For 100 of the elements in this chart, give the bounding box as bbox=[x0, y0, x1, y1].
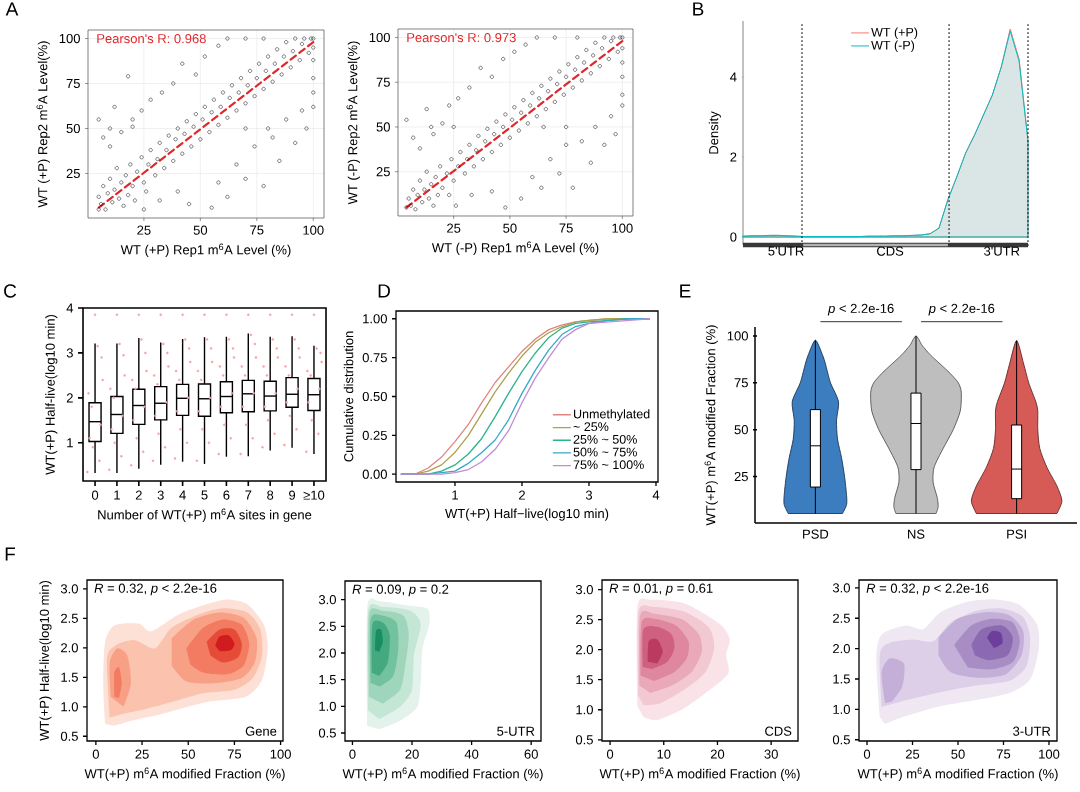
x-axis-title: WT(+P) m$^{6}$A modified Fraction (%) bbox=[599, 767, 800, 781]
y-tick-label: 3.0 bbox=[832, 583, 850, 593]
y-tick-label: 50 bbox=[734, 425, 748, 435]
text: CDS bbox=[877, 246, 904, 256]
x-tick-label: 10 bbox=[657, 749, 671, 759]
annotation: 5-UTR bbox=[497, 726, 535, 736]
annotation: Pearson's R: 0.968 bbox=[97, 34, 206, 44]
x-tick-label: 2 bbox=[519, 490, 525, 500]
y-tick-label: 0.75 bbox=[362, 353, 387, 363]
annotation: R = 0.09, p = 0.2 bbox=[352, 584, 449, 597]
y-tick-label: 2.5 bbox=[833, 613, 850, 623]
y-tick-label: 25 bbox=[734, 471, 748, 482]
y-tick-label: 100 bbox=[369, 32, 390, 43]
y-tick-label: 0.5 bbox=[832, 735, 850, 745]
x-tick-label: 25 bbox=[447, 223, 461, 233]
y-tick-label: 4 bbox=[730, 72, 737, 82]
x-axis-title: WT(+P) Half−live(log10 min) bbox=[445, 508, 609, 521]
x-tick-label: 20 bbox=[405, 749, 419, 759]
y-tick-label: 50 bbox=[66, 123, 80, 134]
x-tick-label: 0 bbox=[92, 749, 99, 759]
y-axis-title: WT (+P) Rep2 m$^{6}$A Level(%) bbox=[36, 41, 50, 208]
x-tick-label: 0 bbox=[863, 749, 871, 759]
legend-label: 50% ~ 75% bbox=[573, 447, 637, 457]
y-tick-label: 75 bbox=[376, 77, 390, 87]
annotation: R = 0.32, p < 2.2e-16 bbox=[866, 583, 989, 596]
x-tick-label: 40 bbox=[464, 749, 479, 759]
y-tick-label: 1.5 bbox=[576, 675, 593, 685]
x-axis-title: WT (-P) Rep1 m$^{6}$A Level (%) bbox=[431, 241, 599, 255]
x-tick-label: 75 bbox=[996, 749, 1011, 759]
x-axis-title: WT(+P) m$^{6}$A modified Fraction (%) bbox=[342, 767, 543, 781]
y-tick-label: 1.0 bbox=[61, 702, 78, 712]
y-tick-label: 2.0 bbox=[833, 644, 850, 654]
y-tick-label: 0.5 bbox=[318, 728, 336, 738]
y-tick-label: 1.5 bbox=[833, 674, 850, 684]
x-tick-label: 0 bbox=[606, 749, 614, 759]
x-tick-label: 50 bbox=[503, 223, 517, 233]
annotation: 3-UTR bbox=[1013, 726, 1051, 736]
y-tick-label: 2.0 bbox=[61, 643, 78, 653]
x-tick-label: 50 bbox=[193, 225, 208, 235]
x-tick-label: 100 bbox=[270, 749, 291, 759]
y-tick-label: 2.0 bbox=[576, 645, 593, 655]
y-tick-label: 0.5 bbox=[575, 735, 593, 745]
y-tick-label: 50 bbox=[376, 122, 390, 132]
x-tick-label: PSD bbox=[803, 529, 829, 539]
legend-label: WT (-P) bbox=[871, 40, 915, 53]
y-tick-label: 1.00 bbox=[363, 314, 387, 324]
y-tick-label: 75 bbox=[734, 378, 748, 388]
y-tick-label: 2.5 bbox=[576, 615, 593, 625]
y-axis-title: Cumulative distribution bbox=[343, 331, 354, 462]
annotation: R = 0.01, p = 0.61 bbox=[609, 583, 713, 596]
y-tick-label: 1.5 bbox=[319, 675, 336, 685]
x-tick-label: 50 bbox=[181, 749, 195, 759]
y-axis-title: Density bbox=[708, 111, 721, 154]
x-tick-label: 25 bbox=[137, 225, 151, 235]
x-tick-label: 25 bbox=[135, 749, 149, 759]
annotation: CDS bbox=[765, 726, 792, 736]
legend-label: 25% ~ 50% bbox=[573, 434, 637, 444]
y-tick-label: 100 bbox=[727, 331, 748, 341]
x-tick-label: 75 bbox=[227, 749, 242, 759]
x-tick-label: 4 bbox=[652, 490, 660, 500]
x-tick-label: 75 bbox=[250, 225, 264, 235]
y-tick-label: 2.5 bbox=[319, 621, 336, 631]
x-tick-label: 1 bbox=[452, 490, 458, 500]
y-tick-label: 2.5 bbox=[61, 613, 78, 623]
x-tick-label: 25 bbox=[905, 749, 920, 759]
y-tick-label: 0.5 bbox=[60, 731, 78, 741]
x-tick-label: PSI bbox=[1007, 529, 1026, 539]
y-tick-label: 2.0 bbox=[319, 648, 336, 658]
x-axis-title: WT (+P) Rep1 m$^{6}$A Level (%) bbox=[120, 243, 291, 257]
legend-label: 75% ~ 100% bbox=[573, 460, 644, 470]
y-tick-label: 0 bbox=[730, 232, 737, 242]
x-tick-label: 100 bbox=[1039, 749, 1060, 759]
y-tick-label: 1.5 bbox=[61, 672, 78, 682]
annotation: Pearson's R: 0.973 bbox=[407, 32, 516, 43]
y-tick-label: 3.0 bbox=[318, 595, 336, 605]
y-axis-title: WT(+P) Half-live(log10 min) bbox=[39, 580, 52, 741]
text: p < 2.2e-16 bbox=[928, 303, 995, 316]
x-axis-title: WT(+P) m$^{6}$A modified Fraction (%) bbox=[857, 767, 1058, 781]
chart-title: D bbox=[378, 284, 390, 298]
text: 5'UTR bbox=[768, 246, 804, 256]
text: p < 2.2e-16 bbox=[827, 303, 894, 316]
legend-label: WT (+P) bbox=[871, 27, 918, 40]
x-tick-label: 50 bbox=[951, 749, 965, 759]
x-tick-label: 100 bbox=[303, 225, 324, 235]
y-tick-label: 100 bbox=[59, 33, 80, 44]
annotation: R = 0.32, p < 2.2e-16 bbox=[94, 583, 217, 596]
x-tick-label: 30 bbox=[764, 749, 778, 759]
y-tick-label: 25 bbox=[376, 167, 390, 177]
x-tick-label: 75 bbox=[559, 223, 573, 233]
x-tick-label: 60 bbox=[524, 749, 538, 759]
y-tick-label: 2 bbox=[730, 152, 737, 162]
y-tick-label: 3.0 bbox=[60, 584, 78, 594]
x-axis-title: WT(+P) m$^{6}$A modified Fraction (%) bbox=[84, 767, 285, 781]
y-tick-label: 25 bbox=[66, 168, 80, 179]
y-tick-label: 0.25 bbox=[362, 430, 387, 440]
x-tick-label: 20 bbox=[710, 749, 725, 759]
x-tick-label: 0 bbox=[349, 749, 356, 759]
y-tick-label: 1.0 bbox=[319, 701, 336, 711]
y-tick-label: 0.50 bbox=[362, 391, 387, 402]
y-tick-label: 3.0 bbox=[575, 584, 593, 595]
